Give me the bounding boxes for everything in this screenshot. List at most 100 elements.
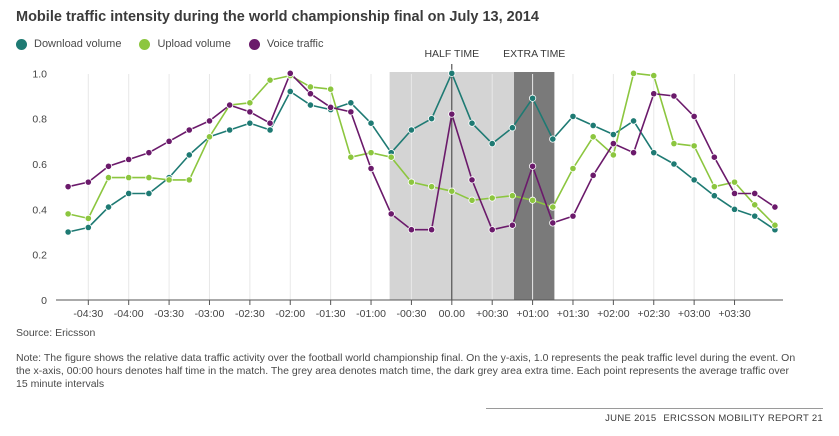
data-point-download (226, 126, 234, 134)
data-point-voice (468, 176, 476, 184)
data-point-voice (84, 178, 92, 186)
data-point-download (306, 101, 315, 109)
data-point-upload (751, 201, 759, 209)
x-tick-label: -02:30 (235, 308, 265, 320)
data-point-download (125, 189, 133, 198)
x-tick-label: -01:30 (316, 308, 346, 320)
data-point-voice (650, 90, 658, 98)
chart-title: Mobile traffic intensity during the worl… (16, 9, 539, 25)
annotation-label: EXTRA TIME (503, 48, 565, 60)
x-tick-label: +02:00 (597, 308, 630, 320)
data-point-voice (347, 108, 355, 116)
data-point-upload (771, 221, 779, 229)
data-point-download (508, 124, 516, 132)
legend-label-voice: Voice traffic (266, 38, 324, 50)
data-point-upload (508, 192, 516, 200)
data-point-download (468, 119, 476, 127)
footer-rule (486, 408, 823, 409)
data-point-upload (448, 187, 456, 195)
legend-label-upload: Upload volume (157, 38, 231, 50)
data-point-upload (125, 174, 133, 182)
data-point-upload (609, 151, 617, 159)
x-tick-label: -00:30 (397, 308, 427, 320)
data-point-download (347, 99, 355, 107)
data-point-download (650, 149, 658, 157)
legend-swatch-voice (248, 38, 260, 50)
footer: JUNE 2015 ERICSSON MOBILITY REPORT 21 (605, 413, 823, 424)
footer-page: 21 (811, 413, 823, 424)
data-point-voice (589, 171, 597, 179)
x-tick-label: -01:00 (356, 308, 386, 320)
footer-date: JUNE 2015 (605, 413, 657, 424)
x-tick-label: +01:00 (516, 308, 549, 320)
data-point-download (629, 117, 638, 125)
legend-item-upload: Upload volume (139, 38, 231, 50)
data-point-voice (569, 212, 577, 220)
data-point-upload (428, 183, 436, 191)
data-point-upload (549, 203, 557, 211)
data-point-download (407, 126, 416, 134)
data-point-voice (286, 69, 294, 77)
data-point-voice (266, 119, 274, 127)
data-point-voice (771, 203, 779, 211)
data-point-download (751, 212, 759, 220)
data-point-download (104, 203, 113, 211)
data-point-upload (650, 72, 658, 80)
data-point-download (690, 176, 698, 184)
legend: Download volume Upload volume Voice traf… (16, 38, 323, 50)
data-point-voice (306, 90, 315, 98)
x-tick-label: -03:30 (154, 308, 184, 320)
data-point-voice (528, 162, 537, 170)
data-point-upload (710, 183, 718, 191)
data-point-upload (387, 153, 395, 161)
data-point-voice (165, 137, 173, 145)
data-point-download (549, 135, 557, 143)
data-point-download (84, 223, 92, 232)
y-tick-label: 0.6 (32, 159, 47, 171)
data-point-voice (609, 140, 617, 148)
data-point-upload (347, 153, 355, 161)
data-point-voice (488, 226, 496, 234)
data-point-upload (165, 176, 173, 184)
data-point-voice (407, 226, 416, 234)
data-point-voice (387, 210, 395, 218)
data-point-voice (205, 117, 214, 125)
data-point-upload (569, 164, 577, 173)
y-tick-label: 0.4 (32, 204, 47, 216)
annotation-label: HALF TIME (424, 48, 479, 60)
data-point-voice (710, 153, 718, 161)
data-point-upload (104, 174, 113, 182)
data-point-upload (367, 149, 375, 157)
line-chart: HALF TIME EXTRA TIME -04:30 -04:00 -03:30 -03… (32, 48, 783, 320)
data-point-upload (64, 210, 72, 218)
legend-item-download: Download volume (16, 38, 121, 50)
y-tick-label: 1.0 (32, 68, 47, 80)
data-point-voice (226, 101, 234, 109)
data-point-voice (125, 155, 133, 164)
legend-label-download: Download volume (34, 38, 122, 50)
x-tick-label: +02:30 (638, 308, 671, 320)
data-point-upload (266, 76, 274, 84)
data-point-upload (488, 194, 496, 202)
data-point-download (246, 119, 254, 127)
data-point-download (448, 69, 456, 77)
x-tick-label: +03:00 (678, 308, 711, 320)
data-point-voice (145, 149, 153, 157)
data-point-download (428, 115, 436, 123)
data-point-voice (185, 126, 193, 134)
data-point-upload (629, 69, 638, 77)
data-point-upload (468, 196, 476, 204)
data-point-download (710, 192, 718, 200)
data-point-download (589, 121, 597, 130)
data-point-upload (145, 174, 153, 182)
x-tick-label: -04:30 (73, 308, 103, 320)
data-point-upload (589, 133, 597, 141)
data-point-download (64, 228, 72, 236)
y-tick-label: 0.2 (32, 250, 47, 262)
data-point-voice (629, 149, 638, 157)
y-tick-label: 0.8 (32, 114, 47, 126)
data-point-voice (549, 219, 557, 227)
series-line-download (67, 72, 776, 233)
x-tick-label: -04:00 (114, 308, 144, 320)
data-point-voice (327, 103, 335, 111)
